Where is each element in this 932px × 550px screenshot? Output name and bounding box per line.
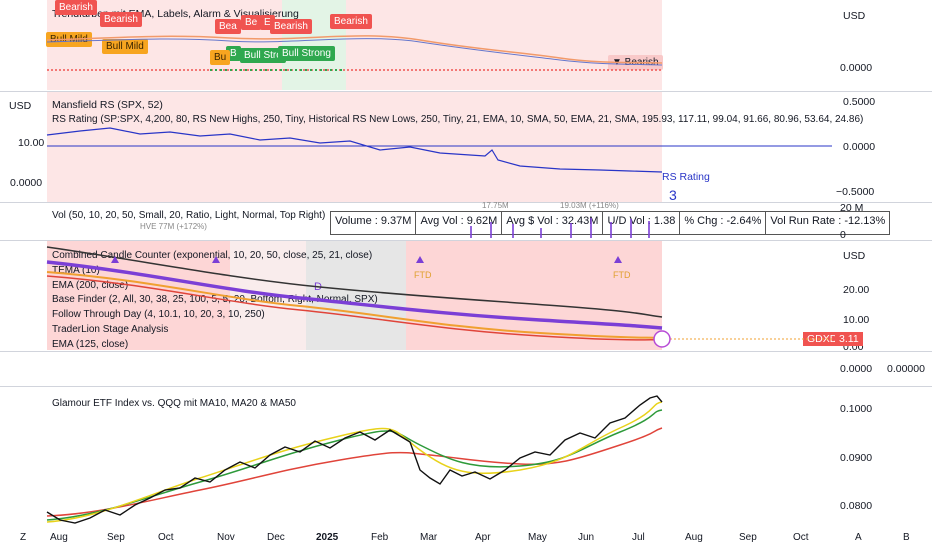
time-tick: May [528, 532, 547, 543]
rs-line [46, 127, 663, 173]
rs-rating-settings[interactable]: RS Rating (SP:SPX, 4,200, 80, RS New Hig… [52, 114, 864, 125]
volume-axis-zero: 0 [840, 229, 846, 241]
pane5-axis-b: 0.00000 [887, 363, 925, 375]
rs-rating-value: 3 [669, 187, 677, 203]
pane-separator [0, 240, 932, 241]
volume-indicator-title[interactable]: Vol (50, 10, 20, 50, Small, 20, Ratio, L… [52, 210, 326, 221]
bearish-signal-label: Bea [215, 19, 241, 34]
time-tick-year: 2025 [316, 532, 339, 543]
bearish-signal-label: Bearish [55, 0, 97, 15]
corner-label-z[interactable]: Z [20, 532, 27, 543]
ema-125-line [46, 260, 663, 330]
glamour-axis-top: 0.1000 [840, 403, 873, 415]
indicator-ema-200[interactable]: EMA (200, close) [52, 280, 129, 291]
indicator-follow-through-day[interactable]: Follow Through Day (4, 10.1, 10, 20, 3, … [52, 309, 265, 320]
ema-200-line [46, 246, 663, 318]
time-tick: Apr [475, 532, 491, 543]
indicator-base-finder[interactable]: Base Finder (2, All, 30, 38, 25, 100, 5,… [52, 294, 378, 305]
volume-note: 19.03M (+116%) [560, 201, 619, 210]
indicator-tema[interactable]: TEMA (10) [52, 265, 100, 276]
bearish-signal-label: Bearish [330, 14, 372, 29]
rs-pane-bg [47, 92, 662, 202]
bearish-signal-label: Bearish [100, 12, 142, 27]
tema-line [46, 271, 663, 339]
trend-price-line [46, 38, 663, 66]
bearish-signal-label: Be [241, 15, 262, 30]
ftd-marker-icon [212, 256, 220, 263]
pane-separator [0, 351, 932, 352]
indicator-stage-analysis[interactable]: TraderLion Stage Analysis [52, 324, 169, 335]
last-price-tag: 3.11 [835, 332, 863, 346]
ema-red-line [46, 275, 663, 341]
ftd-label: FTD [613, 270, 631, 280]
ma20-line [46, 409, 663, 521]
pane-separator [0, 202, 932, 203]
volume-axis-top: 20 M [840, 202, 864, 214]
ma10-line [46, 401, 663, 523]
stat-avg-vol: Avg Vol : 9.62M [416, 212, 503, 234]
time-tick: Feb [371, 532, 389, 543]
stat-up-down-vol: U/D Vol : 1.38 [603, 212, 681, 234]
stat-avg-dollar-vol: Avg $ Vol : 32.43M [502, 212, 604, 234]
stat-pct-change: % Chg : -2.64% [680, 212, 767, 234]
bull-mild-label: Bull Mild [102, 39, 148, 54]
glamour-axis-mid: 0.0900 [840, 452, 873, 464]
rs-left-axis-top: 10.00 [18, 137, 45, 149]
pane4-currency: USD [843, 250, 866, 262]
indicator-ema-125[interactable]: EMA (125, close) [52, 339, 129, 350]
mansfield-rs-title[interactable]: Mansfield RS (SPX, 52) [52, 99, 163, 111]
ftd-marker-icon [416, 256, 424, 263]
indicator-candle-counter[interactable]: Combined Candle Counter (exponential, 10… [52, 250, 373, 261]
price-axis-20: 20.00 [843, 284, 870, 296]
time-tick: Oct [158, 532, 174, 543]
time-tick: Dec [267, 532, 285, 543]
time-tick: Nov [217, 532, 235, 543]
rs-right-axis-mid: 0.0000 [843, 141, 876, 153]
ftd-label: FTD [414, 270, 432, 280]
rs-right-axis-bottom: −0.5000 [836, 186, 875, 198]
ftd-marker-icon [111, 256, 119, 263]
bearish-signal-label: Bearish [270, 19, 312, 34]
corner-label-a[interactable]: A [855, 532, 862, 543]
replay-icon[interactable] [653, 330, 671, 348]
bull-strong-label: Bull Strong [278, 46, 335, 61]
pane1-axis-value: 0.0000 [840, 62, 873, 74]
trend-ema-line [46, 35, 663, 64]
time-tick: Jul [632, 532, 645, 543]
glamour-axis-bottom: 0.0800 [840, 500, 873, 512]
rs-right-axis-top: 0.5000 [843, 96, 876, 108]
time-tick: Sep [739, 532, 757, 543]
volume-note: HVE 77M (+172%) [140, 222, 207, 231]
glamour-index-title[interactable]: Glamour ETF Index vs. QQQ mit MA10, MA20… [52, 398, 296, 409]
rs-rating-label: RS Rating [662, 171, 710, 183]
ftd-marker-icon [614, 256, 622, 263]
price-pane-gray-zone [306, 241, 406, 350]
time-tick: Aug [685, 532, 703, 543]
corner-label-b[interactable]: B [903, 532, 910, 543]
pane2-currency: USD [9, 100, 32, 112]
pane-separator [0, 386, 932, 387]
bull-mild-label: Bu [210, 50, 231, 65]
bull-strong-label: Bull Stro [240, 48, 286, 63]
stat-volume: Volume : 9.37M [331, 212, 417, 234]
time-tick: Jun [578, 532, 595, 543]
volume-bars [470, 218, 650, 238]
pane1-currency: USD [843, 10, 866, 22]
time-tick: Aug [50, 532, 68, 543]
pane5-axis-a: 0.0000 [840, 363, 873, 375]
time-tick: Mar [420, 532, 438, 543]
rs-left-axis-bottom: 0.0000 [10, 177, 43, 189]
ma50-line [46, 427, 663, 517]
stat-vol-run-rate: Vol Run Rate : -12.13% [770, 215, 886, 227]
glamour-index-line [46, 395, 663, 524]
volume-note: 17.75M [482, 201, 509, 210]
price-axis-10: 10.00 [843, 314, 870, 326]
time-tick: Oct [793, 532, 809, 543]
pane-separator [0, 91, 932, 92]
time-tick: Sep [107, 532, 125, 543]
